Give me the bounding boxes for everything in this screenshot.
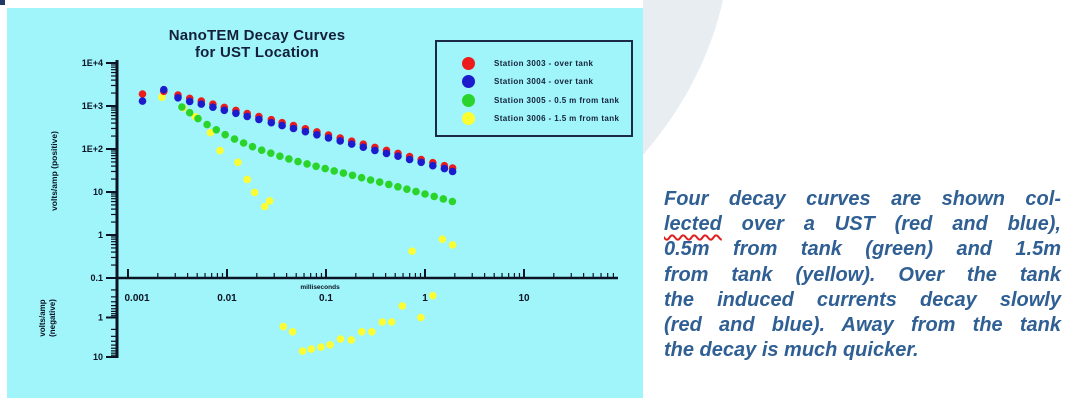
svg-text:volts/amp (positive): volts/amp (positive) [49, 131, 59, 211]
caption-line: (red and blue). Away from the tank [664, 314, 1061, 337]
caption-line: the induced currents decay slowly [664, 288, 1061, 311]
legend: Station 3003 - over tank Station 3004 - o… [435, 40, 633, 137]
legend-dot-icon [462, 75, 475, 89]
svg-text:10: 10 [518, 293, 530, 304]
svg-text:milliseconds: milliseconds [300, 284, 340, 291]
caption-line: Four decay curves are shown col- [664, 188, 1061, 210]
caption-text: Four decay curves are shown col-lected o… [664, 187, 1061, 363]
legend-dot-icon [462, 112, 475, 126]
svg-text:1: 1 [98, 313, 103, 323]
chart-panel: 0.001 0.01 0.1 1 10 milliseconds 1E+4 1E+3 1E+2 1… [7, 8, 643, 398]
decay-chart: 0.001 0.01 0.1 1 10 milliseconds 1E+4 1E+3 1E+2 1… [7, 8, 643, 398]
caption-line: the decay is much quicker. [664, 339, 919, 362]
legend-item-label: Station 3006 - 1.5 m from tank [494, 114, 620, 124]
chart-title-line1: NanoTEM Decay Curves [168, 27, 346, 44]
legend-item-2: Station 3004 - over tank [437, 75, 631, 89]
svg-text:1E+3: 1E+3 [82, 101, 103, 111]
svg-text:1E+2: 1E+2 [82, 144, 103, 154]
svg-text:1: 1 [422, 293, 428, 304]
legend-item-1: Station 3003 - over tank [437, 57, 631, 71]
svg-text:0.001: 0.001 [124, 293, 149, 304]
spellcheck-squiggle: lected [664, 213, 722, 236]
legend-dot-icon [462, 93, 475, 107]
corner-decoration [643, 0, 723, 155]
legend-dot-icon [462, 57, 475, 70]
svg-text:1: 1 [98, 230, 103, 240]
svg-text:0.1: 0.1 [319, 293, 333, 304]
legend-item-4: Station 3006 - 1.5 m from tank [437, 112, 631, 126]
caption-line: from tank (yellow). Over the tank [664, 263, 1061, 286]
legend-item-label: Station 3004 - over tank [494, 77, 594, 87]
chart-title: NanoTEM Decay Curves for UST Location [7, 27, 507, 61]
svg-text:0.01: 0.01 [217, 293, 237, 304]
chart-title-line2: for UST Location [194, 44, 320, 61]
svg-text:1E+4: 1E+4 [82, 58, 103, 68]
svg-text:10: 10 [93, 187, 103, 197]
legend-item-label: Station 3003 - over tank [494, 59, 594, 68]
caption-line: 0.5m from tank (green) and 1.5m [664, 238, 1061, 261]
svg-text:0.1: 0.1 [90, 273, 103, 283]
legend-item-3: Station 3005 - 0.5 m from tank [437, 93, 631, 108]
corner-mark [0, 0, 5, 5]
legend-item-label: Station 3005 - 0.5 m from tank [494, 95, 620, 105]
svg-text:10: 10 [93, 352, 103, 362]
svg-text:volts/amp: volts/amp [38, 299, 47, 336]
caption-line: lected over a UST (red and blue), [664, 213, 1061, 236]
svg-text:(negative): (negative) [48, 299, 57, 337]
